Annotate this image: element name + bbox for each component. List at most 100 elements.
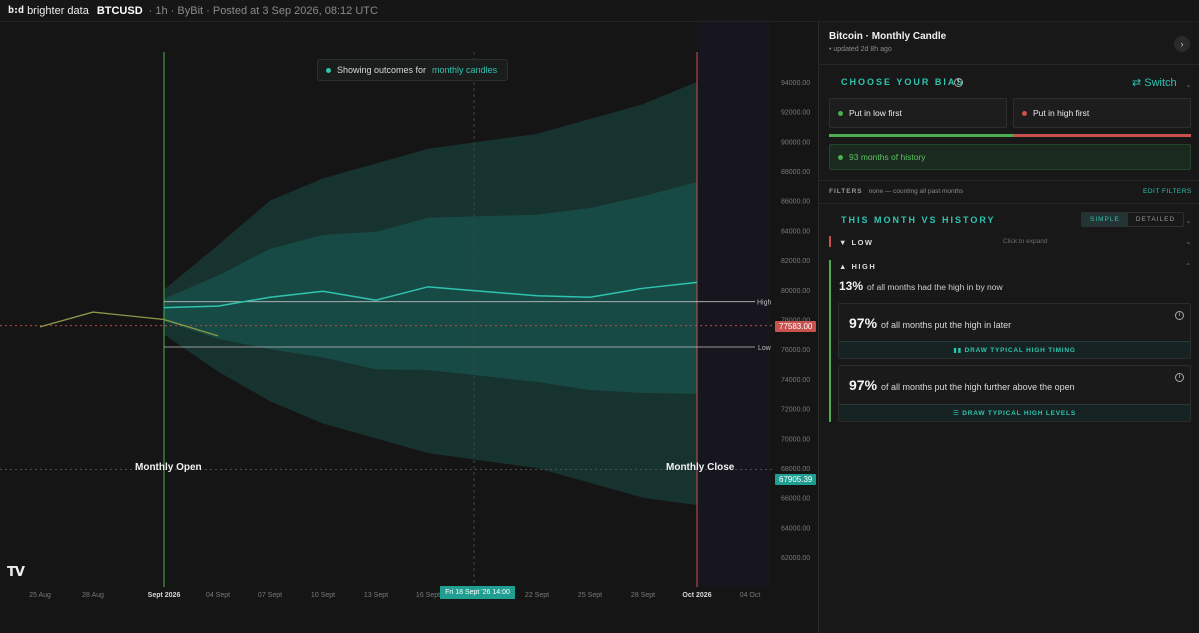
- panel-updated: • updated 2d 8h ago: [829, 46, 892, 53]
- historic-price-line: [39, 311, 219, 337]
- card-text: 97% of all months put the high in later: [849, 315, 1011, 331]
- chevron-right-icon[interactable]: ›: [1174, 36, 1190, 52]
- low-row-toggle[interactable]: ▼ LOW: [839, 238, 874, 247]
- card-desc: of all months put the high further above…: [881, 382, 1075, 392]
- stat-text: of all months had the high in by now: [867, 282, 1003, 292]
- x-tick-label: 25 Sept: [578, 592, 602, 599]
- switch-button[interactable]: ⇄ Switch: [1132, 77, 1177, 89]
- compare-title: THIS MONTH VS HISTORY: [841, 215, 996, 225]
- green-dot-icon: [838, 154, 843, 160]
- bias-high-first-button[interactable]: Put in high first: [1013, 98, 1191, 128]
- chevron-up-icon[interactable]: ⌃: [1185, 262, 1192, 271]
- y-tick-label: 90000.00: [781, 139, 810, 146]
- x-tick-label: Sept 2026: [148, 592, 181, 599]
- high-levels-card: 97% of all months put the high further ab…: [838, 365, 1191, 422]
- info-icon[interactable]: i: [1175, 311, 1184, 320]
- monthly-open-label: Monthly Open: [135, 462, 202, 473]
- draw-high-levels-button[interactable]: ☰ DRAW TYPICAL HIGH LEVELS: [839, 404, 1190, 421]
- history-label: 93 months of history: [849, 152, 926, 162]
- y-tick-label: 80000.00: [781, 288, 810, 295]
- chevron-down-icon[interactable]: ⌄: [1185, 80, 1192, 89]
- crosshair-date-tag: Fri 18 Sept '26 14:00: [440, 586, 515, 599]
- y-tick-label: 86000.00: [781, 199, 810, 206]
- high-level-label: High: [757, 300, 772, 307]
- low-marker: [829, 236, 831, 247]
- y-tick-label: 84000.00: [781, 228, 810, 235]
- y-tick-label: 76000.00: [781, 347, 810, 354]
- x-tick-label: 13 Sept: [364, 592, 388, 599]
- card-text: 97% of all months put the high further ab…: [849, 377, 1075, 393]
- x-tick-label: 16 Sept: [416, 592, 440, 599]
- green-dot-icon: [838, 110, 843, 116]
- bias-low-first-button[interactable]: Put in low first: [829, 98, 1007, 128]
- filters-value: none — counting all past months: [868, 188, 964, 195]
- high-marker: [829, 260, 831, 422]
- bias-low-label: Put in low first: [849, 108, 902, 118]
- x-tick-label: 04 Oct: [740, 592, 761, 599]
- banner-highlight: monthly candles: [432, 65, 498, 75]
- current-price-tag: 77583.00: [775, 321, 817, 332]
- y-tick-label: 92000.00: [781, 110, 810, 117]
- symbol-label: BTCUSD: [96, 4, 143, 17]
- y-tick-label: 62000.00: [781, 555, 810, 562]
- brand-logo[interactable]: b:d brighter data: [8, 5, 89, 17]
- chart-canvas[interactable]: 94000.00 92000.00 90000.00 88000.00 86000.00…: [0, 22, 818, 633]
- chevron-down-icon[interactable]: ⌄: [1185, 216, 1192, 225]
- low-expand-hint[interactable]: Click to expand: [1003, 238, 1048, 245]
- y-tick-label: 70000.00: [781, 436, 810, 443]
- stat-percent: 13%: [839, 279, 864, 293]
- filters-row: FILTERS none — counting all past months: [829, 188, 963, 195]
- y-tick-label: 66000.00: [781, 496, 810, 503]
- x-tick-label: 28 Aug: [82, 592, 104, 599]
- tab-simple[interactable]: SIMPLE: [1082, 213, 1128, 226]
- x-tick-label: 04 Sept: [206, 592, 230, 599]
- red-dot-icon: [1022, 110, 1027, 116]
- tab-detailed[interactable]: DETAILED: [1135, 216, 1176, 223]
- median-outcome-line: [163, 281, 698, 309]
- bias-high-label: Put in high first: [1033, 108, 1090, 118]
- y-tick-label: 64000.00: [781, 525, 810, 532]
- logo-mark: b:d: [8, 5, 24, 16]
- card-percent: 97%: [849, 377, 878, 393]
- marked-price-tag: 67905.39: [775, 474, 817, 485]
- view-toggle[interactable]: SIMPLE DETAILED: [1081, 212, 1185, 227]
- divider: [819, 64, 1199, 65]
- x-tick-label: 28 Sept: [631, 592, 655, 599]
- bias-bar-high: [1013, 134, 1191, 137]
- y-tick-label: 68000.00: [781, 466, 810, 473]
- info-icon[interactable]: i: [1175, 373, 1184, 382]
- draw-high-timing-button[interactable]: ▮▮ DRAW TYPICAL HIGH TIMING: [839, 341, 1190, 358]
- outcome-banner: Showing outcomes for monthly candles: [317, 59, 509, 81]
- outcome-band-inner: [164, 182, 697, 394]
- x-tick-label: Oct 2026: [682, 592, 711, 599]
- low-level-label: Low: [758, 345, 772, 352]
- y-tick-label: 82000.00: [781, 258, 810, 265]
- y-tick-label: 72000.00: [781, 407, 810, 414]
- side-panel: Bitcoin · Monthly Candle • updated 2d 8h…: [818, 22, 1199, 633]
- card-percent: 97%: [849, 315, 878, 331]
- tradingview-logo: TV: [7, 565, 25, 580]
- x-tick-label: 07 Sept: [258, 592, 282, 599]
- high-in-stat: 13% of all months had the high in by now: [839, 279, 1003, 293]
- action-label: DRAW TYPICAL HIGH LEVELS: [962, 410, 1076, 417]
- info-icon[interactable]: i: [954, 78, 963, 87]
- high-row-toggle[interactable]: ▲ HIGH: [839, 262, 877, 271]
- y-tick-label: 88000.00: [781, 169, 810, 176]
- divider: [819, 180, 1199, 181]
- future-zone: [697, 22, 770, 587]
- filters-label: FILTERS: [829, 188, 863, 195]
- x-tick-label: 25 Aug: [29, 592, 51, 599]
- price-chart[interactable]: 94000.00 92000.00 90000.00 88000.00 86000.00…: [0, 22, 818, 633]
- x-tick-label: 10 Sept: [311, 592, 335, 599]
- chevron-down-icon[interactable]: ⌄: [1185, 237, 1192, 246]
- banner-dot-icon: [326, 67, 331, 73]
- y-tick-label: 74000.00: [781, 377, 810, 384]
- edit-filters-link[interactable]: EDIT FILTERS: [1143, 188, 1192, 195]
- action-label: DRAW TYPICAL HIGH TIMING: [964, 347, 1076, 354]
- x-tick-label: 22 Sept: [525, 592, 549, 599]
- post-meta: · 1h · ByBit · Posted at 3 Sep 2026, 08:…: [148, 4, 378, 17]
- bias-bar-low: [829, 134, 1013, 137]
- high-timing-card: 97% of all months put the high in later i…: [838, 303, 1191, 359]
- outcome-band: [164, 81, 697, 506]
- bias-title: CHOOSE YOUR BIAS: [841, 77, 965, 87]
